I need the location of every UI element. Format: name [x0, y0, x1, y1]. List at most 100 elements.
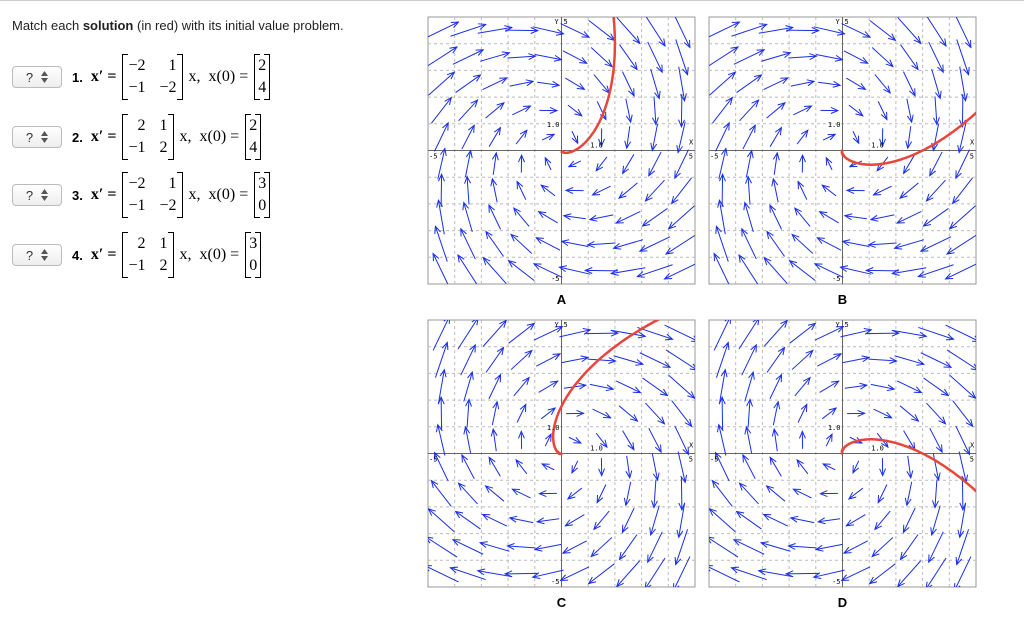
field-arrow [709, 46, 739, 67]
axis-label: -5 [429, 153, 437, 161]
field-arrow [928, 531, 944, 563]
arrow-head [608, 357, 617, 364]
arrow-head [553, 54, 563, 62]
field-arrow [760, 52, 791, 62]
arrow-head [621, 165, 630, 175]
field-arrow [533, 326, 563, 341]
graph-label: A [557, 292, 567, 307]
arrow-head [959, 502, 967, 512]
arrow-head [836, 28, 846, 36]
arrow-head [917, 271, 926, 278]
field-arrow [902, 71, 916, 97]
field-arrow [813, 569, 845, 578]
arrow-head [780, 320, 788, 328]
field-arrow [848, 104, 864, 117]
arrow-head [630, 61, 638, 71]
field-arrow [769, 127, 782, 147]
arrow-head [722, 341, 730, 351]
arrow-head [616, 579, 624, 587]
answer-select[interactable]: ? [12, 66, 62, 88]
axis-label: 5 [564, 18, 568, 26]
field-arrow [615, 210, 641, 224]
field-arrow [920, 352, 952, 368]
arrow-head [842, 546, 852, 554]
arrow-head [911, 61, 919, 71]
answer-select[interactable]: ? [12, 126, 62, 148]
arrow-head [532, 263, 542, 270]
lhs: x′ = [90, 128, 117, 145]
field-arrow [479, 52, 510, 62]
problem-number: 2. [72, 129, 83, 145]
arrow-head [578, 382, 588, 390]
arrow-head [482, 256, 491, 266]
arrow-head [840, 574, 850, 582]
field-arrow [562, 50, 587, 64]
arrow-head [806, 79, 816, 87]
field-arrow [718, 424, 727, 456]
arrow-head [724, 320, 731, 324]
field-arrow [509, 517, 534, 524]
field-arrow [868, 242, 897, 246]
arrow-head [816, 517, 826, 525]
field-arrow [790, 517, 815, 524]
arrow-head [811, 27, 821, 34]
field-arrow [593, 510, 610, 530]
problem-number: 4. [72, 247, 83, 263]
field-arrow [541, 463, 555, 471]
field-arrow [434, 342, 448, 378]
axis-label: 5 [845, 321, 849, 329]
arrow-head [852, 465, 860, 475]
field-arrow [791, 350, 814, 370]
arrow-head [651, 117, 659, 126]
field-arrow [587, 242, 616, 246]
arrow-head [582, 327, 592, 335]
field-arrow [844, 384, 867, 389]
arrow-head [684, 418, 693, 428]
field-arrow [852, 130, 860, 144]
field-arrow [877, 484, 888, 503]
field-arrow [665, 349, 695, 370]
axis-label: 1.0 [590, 142, 603, 150]
problem-row: ? 1. x′ = −2 1 −1 −2 x, x(0) = 2 4 [12, 52, 276, 102]
answer-select[interactable]: ? [12, 244, 62, 266]
arrow-head [430, 479, 439, 489]
field-arrow [793, 488, 812, 499]
field-arrow [538, 211, 558, 224]
field-arrow [482, 77, 508, 91]
field-arrow [463, 371, 473, 402]
field-arrow [766, 347, 785, 373]
axis-label: -5 [832, 275, 840, 283]
arrow-head [868, 576, 878, 585]
field-arrow [741, 228, 757, 260]
field-arrow [651, 123, 659, 151]
field-arrow [741, 344, 757, 376]
arrow-head [680, 93, 687, 103]
axis-label: 1.0 [871, 445, 884, 453]
field-arrow [466, 399, 470, 428]
arrow-head [574, 108, 583, 117]
field-arrow [788, 55, 817, 59]
arrow-head [653, 90, 661, 100]
field-arrow [466, 176, 470, 205]
arrow-head [887, 33, 897, 42]
text: Match each [12, 18, 83, 33]
field-arrow [900, 44, 919, 70]
select-arrows [41, 249, 49, 261]
arrow-head [687, 391, 695, 399]
field-arrow [844, 215, 867, 220]
field-arrow [733, 539, 765, 555]
arrow-head [519, 129, 528, 138]
field-arrow [510, 350, 533, 370]
arrow-head [938, 416, 947, 425]
field-arrow [852, 460, 860, 474]
field-arrow [488, 204, 502, 230]
arrow-head [629, 414, 639, 422]
arrow-head [782, 51, 792, 59]
field-arrow [648, 428, 662, 453]
arrow-head [528, 53, 537, 61]
arrow-head [501, 51, 511, 59]
arrow-head [566, 492, 576, 500]
arrow-head [935, 444, 943, 454]
arrow-head [652, 472, 660, 482]
answer-select[interactable]: ? [12, 184, 62, 206]
